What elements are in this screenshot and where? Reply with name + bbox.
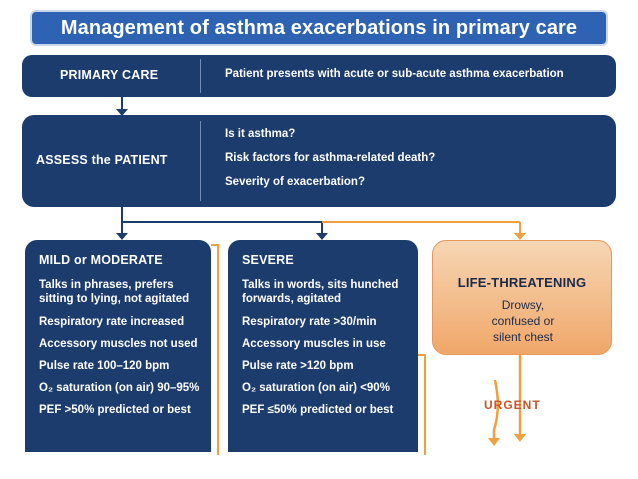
mild-item: Talks in phrases, prefers sitting to lyi…	[39, 279, 190, 305]
assess-question: Is it asthma?	[225, 128, 296, 140]
assess-question: Risk factors for asthma-related death?	[225, 152, 436, 164]
arrowhead-urgent-2	[514, 434, 526, 442]
title-banner: Management of asthma exacerbations in pr…	[30, 10, 608, 46]
severe-item: Accessory muscles in use	[242, 338, 386, 350]
arrowhead-urgent-1	[488, 438, 500, 446]
mild-title: MILD or MODERATE	[39, 253, 163, 267]
arrowhead-assess	[116, 109, 128, 116]
mild-item: O₂ saturation (on air) 90–95%	[39, 382, 200, 394]
primary-care-divider	[200, 59, 201, 93]
connector-mild-orange	[211, 244, 219, 455]
assess-divider	[200, 121, 201, 201]
page-title: Management of asthma exacerbations in pr…	[60, 16, 578, 39]
mild-moderate-box: MILD or MODERATE Talks in phrases, prefe…	[25, 240, 211, 452]
primary-care-label: PRIMARY CARE	[60, 68, 159, 82]
arrowhead-mild	[116, 233, 128, 240]
arrowhead-life	[514, 233, 526, 240]
life-threatening-box: LIFE-THREATENING Drowsy, confused or sil…	[432, 240, 612, 355]
severe-item: Pulse rate >120 bpm	[242, 360, 354, 372]
severe-box: SEVERE Talks in words, sits hunched forw…	[228, 240, 418, 452]
assess-box: ASSESS the PATIENT Is it asthma? Risk fa…	[22, 115, 616, 207]
life-text: Drowsy, confused or silent chest	[491, 298, 555, 344]
urgent-label: URGENT	[484, 398, 541, 412]
connector-severe-orange	[418, 354, 426, 455]
arrowhead-severe	[316, 233, 328, 240]
severe-item: Respiratory rate >30/min	[242, 316, 377, 328]
assess-label: ASSESS the PATIENT	[36, 153, 168, 167]
severe-item: PEF ≤50% predicted or best	[242, 404, 394, 416]
severe-item: O₂ saturation (on air) <90%	[242, 382, 390, 394]
severe-title: SEVERE	[242, 253, 294, 267]
mild-item: Accessory muscles not used	[39, 338, 198, 350]
severe-item: Talks in words, sits hunched forwards, a…	[242, 279, 399, 305]
assess-question: Severity of exacerbation?	[225, 176, 365, 188]
life-title: LIFE-THREATENING	[457, 275, 587, 290]
primary-care-text: Patient presents with acute or sub-acute…	[225, 68, 564, 80]
mild-item: Respiratory rate increased	[39, 316, 185, 328]
mild-item: PEF >50% predicted or best	[39, 404, 191, 416]
connector-urgent-1	[492, 379, 500, 440]
mild-item: Pulse rate 100–120 bpm	[39, 360, 170, 372]
primary-care-box: PRIMARY CARE Patient presents with acute…	[22, 55, 616, 97]
